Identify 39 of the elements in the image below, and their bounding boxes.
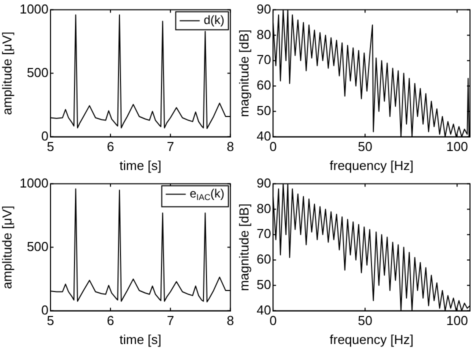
x-tick-label: 7 xyxy=(166,139,174,154)
y-tick-label: 80 xyxy=(256,200,272,216)
y-tick-label: 40 xyxy=(256,128,272,144)
y-tick-label: 1000 xyxy=(20,175,49,190)
y-tick-label: 0 xyxy=(41,128,49,144)
x-tick-label: 6 xyxy=(106,313,114,328)
x-tick-label: 100 xyxy=(446,313,468,328)
y-tick-label: 50 xyxy=(256,276,272,292)
x-tick-label: 5 xyxy=(46,313,54,328)
y-tick-label: 80 xyxy=(256,26,272,42)
legend-label: d(k) xyxy=(204,13,224,28)
x-tick-label: 5 xyxy=(46,139,54,154)
y-tick-label: 500 xyxy=(26,64,49,80)
x-axis-title: time [s] xyxy=(120,332,162,347)
x-tick-label: 6 xyxy=(106,139,114,154)
y-tick-label: 0 xyxy=(41,302,49,318)
y-axis-title: magnitude [dB] xyxy=(236,204,252,292)
y-tick-label: 90 xyxy=(256,1,272,16)
y-tick-label: 70 xyxy=(256,52,272,68)
x-tick-label: 8 xyxy=(226,139,234,154)
y-tick-label: 500 xyxy=(26,238,49,254)
y-tick-label: 50 xyxy=(256,102,272,118)
x-axis-title: frequency [Hz] xyxy=(330,158,414,173)
y-tick-label: 1000 xyxy=(20,1,49,16)
x-tick-label: 7 xyxy=(166,313,174,328)
y-tick-label: 60 xyxy=(256,252,272,267)
x-axis-title: time [s] xyxy=(120,158,162,173)
y-tick-label: 90 xyxy=(256,175,272,190)
y-axis-title: amplitude [μV] xyxy=(0,206,14,289)
x-axis-title: frequency [Hz] xyxy=(330,332,414,347)
x-tick-label: 50 xyxy=(358,139,372,154)
y-axis-title: magnitude [dB] xyxy=(236,30,252,118)
y-tick-label: 60 xyxy=(256,78,272,93)
x-tick-label: 8 xyxy=(226,313,234,328)
y-tick-label: 70 xyxy=(256,226,272,242)
x-tick-label: 100 xyxy=(446,139,468,154)
x-tick-label: 50 xyxy=(358,313,372,328)
y-axis-title: amplitude [μV] xyxy=(0,32,14,115)
y-tick-label: 40 xyxy=(256,302,272,318)
